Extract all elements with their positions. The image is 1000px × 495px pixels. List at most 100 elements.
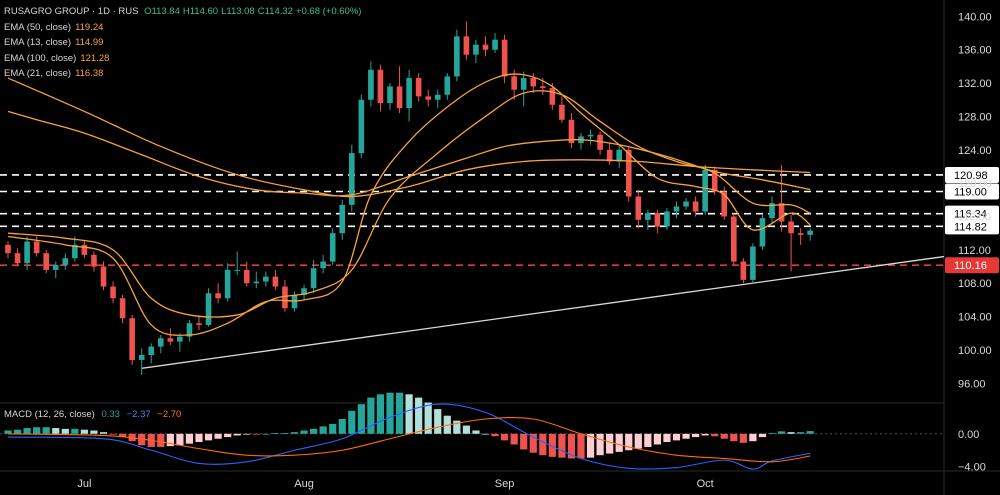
macd-label: MACD (12, 26, close) [4,409,95,420]
macd-hist-bar [386,392,394,434]
candle-body [14,253,21,264]
level-tag-label: 114.82 [954,221,987,233]
candle-body [731,216,737,262]
legend-ema21[interactable]: EMA (21, close) 116.38 [4,66,361,82]
ema50-line [7,110,811,197]
candle-body [396,86,403,109]
legend-ema100[interactable]: EMA (100, close) 121.28 [4,51,361,67]
macd-hist-bar [357,404,365,434]
candle-body [425,96,431,100]
legend-value: 119.24 [75,21,104,33]
candle-body [444,76,451,95]
candle-body [291,294,298,309]
candle-body [635,196,642,220]
macd-tick-label: −4.00 [958,462,986,474]
macd-hist-bar [13,429,22,434]
candle-body [788,221,794,234]
candle-body [434,94,441,100]
level-tag [945,183,999,200]
legend-label: EMA (100, close) [4,52,77,64]
candle-body [769,203,775,219]
macd-hist-bar [453,420,461,434]
exchange-label: RUS [118,6,139,17]
candle-body [177,336,183,342]
macd-signal-value: −2.70 [157,409,182,420]
symbol-name[interactable]: RUSAGRO GROUP [4,6,90,17]
candle-body [349,153,355,205]
candle-body [196,323,202,325]
macd-hist-bar [501,433,509,441]
legend-label: EMA (21, close) [4,68,72,79]
macd-hist-bar [462,425,470,434]
candle-body [625,149,632,197]
candle-body [616,149,622,162]
candle-body [62,258,69,265]
macd-hist-bar [711,433,719,437]
candle-body [320,261,326,269]
macd-hist-bar [806,431,814,434]
y-tick-label: 128.00 [958,111,992,123]
macd-hist-bar [758,433,767,438]
level-tag [945,166,999,183]
x-tick-label: Aug [294,478,314,490]
macd-hist-bar [606,433,614,454]
macd-hist-bar [586,433,595,458]
macd-hist-bar [4,430,12,434]
macd-hist-bar [653,433,661,445]
candle-body [473,44,479,55]
y-tick-label: 96.00 [958,378,986,390]
macd-hist-bar [262,433,270,435]
macd-hist-bar [577,433,585,459]
candle-body [310,268,317,289]
macd-hist-bar [558,433,566,458]
macd-hist-bar [348,410,356,434]
candle-body [100,266,107,287]
candle-body [253,281,260,284]
ema13-line [7,73,811,336]
candle-body [24,241,30,264]
candle-body [415,78,422,97]
macd-legend[interactable]: MACD (12, 26, close) 0.33 −2.37 −2.70 [4,409,181,420]
macd-hist-bar [777,431,786,434]
candle-body [72,244,78,259]
macd-hist-bar [472,430,480,434]
macd-signal-line [7,416,811,463]
macd-hist-bar [701,433,709,436]
macd-hist-bar [539,433,547,456]
legend-ema50[interactable]: EMA (50, close) 119.24 [4,20,361,36]
level-tag-label: 110.16 [954,260,987,272]
ema100-line [7,77,811,198]
macd-hist-bar [119,433,127,438]
macd-hist-bar [224,433,232,438]
candle-body [358,99,365,154]
trendline [141,255,945,369]
candle-body [530,78,537,87]
macd-hist-bar [214,433,222,439]
candle-body [692,201,699,212]
interval-label[interactable]: 1D [97,6,110,17]
candle-body [43,253,49,270]
legend-value: 116.38 [75,68,104,79]
legend-ema13[interactable]: EMA (13, close) 114.99 [4,35,361,51]
macd-hist-bar [625,433,633,451]
candle-body [673,206,680,212]
macd-hist-bar [395,392,404,434]
level-tag-label: 119.00 [954,186,987,198]
macd-hist-bar [23,428,31,434]
level-tag [945,205,999,222]
macd-hist-bar [376,394,385,434]
macd-hist-bar [271,432,279,434]
candle-body [205,293,212,325]
ema21-line [7,90,811,318]
macd-hist-bar [596,433,604,456]
candle-body [654,213,661,227]
macd-hist-bar [481,433,490,435]
candle-body [138,354,145,360]
macd-hist-bar [720,433,728,439]
macd-hist-bar [176,433,184,446]
close-value: C114.32 [257,6,293,17]
candle-body [711,169,718,192]
candle-body [158,338,164,347]
